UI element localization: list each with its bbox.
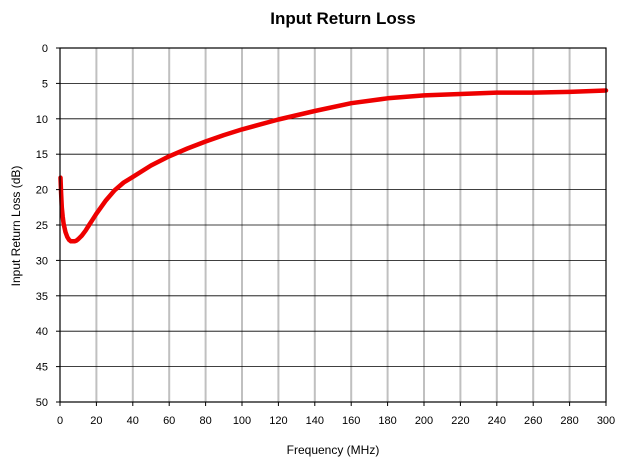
x-tick-label: 100 — [233, 415, 251, 427]
y-tick-label: 45 — [36, 362, 48, 374]
x-tick-label: 280 — [560, 415, 578, 427]
series-layer — [58, 88, 609, 244]
y-tick-label: 50 — [36, 397, 48, 409]
tick-labels: 0 20 40 60 80 100 120 140 160 180 200 220 240 260 280 3… — [36, 43, 615, 427]
y-tick-label: 30 — [36, 255, 48, 267]
x-tick-label: 0 — [57, 415, 63, 427]
y-tick-label: 10 — [36, 114, 48, 126]
y-tick-label: 5 — [42, 78, 48, 90]
return-loss-series-line — [58, 88, 609, 244]
x-tick-label: 300 — [597, 415, 615, 427]
x-tick-label: 120 — [269, 415, 287, 427]
x-tick-label: 40 — [127, 415, 139, 427]
x-tick-label: 260 — [524, 415, 542, 427]
grid — [60, 48, 606, 402]
y-tick-label: 0 — [42, 43, 48, 55]
x-tick-label: 200 — [415, 415, 433, 427]
x-tick-label: 180 — [378, 415, 396, 427]
y-tick-label: 40 — [36, 326, 48, 338]
x-tick-label: 220 — [451, 415, 469, 427]
chart-title: Input Return Loss — [270, 9, 415, 28]
y-tick-label: 25 — [36, 220, 48, 232]
x-tick-label: 80 — [199, 415, 211, 427]
y-tick-label: 15 — [36, 149, 48, 161]
x-tick-label: 160 — [342, 415, 360, 427]
x-tick-label: 140 — [306, 415, 324, 427]
x-tick-label: 20 — [90, 415, 102, 427]
x-tick-label: 60 — [163, 415, 175, 427]
y-axis-label: Input Return Loss (dB) — [9, 166, 23, 287]
y-tick-label: 35 — [36, 291, 48, 303]
x-tick-label: 240 — [488, 415, 506, 427]
y-tick-label: 20 — [36, 185, 48, 197]
x-axis-label: Frequency (MHz) — [287, 443, 380, 457]
